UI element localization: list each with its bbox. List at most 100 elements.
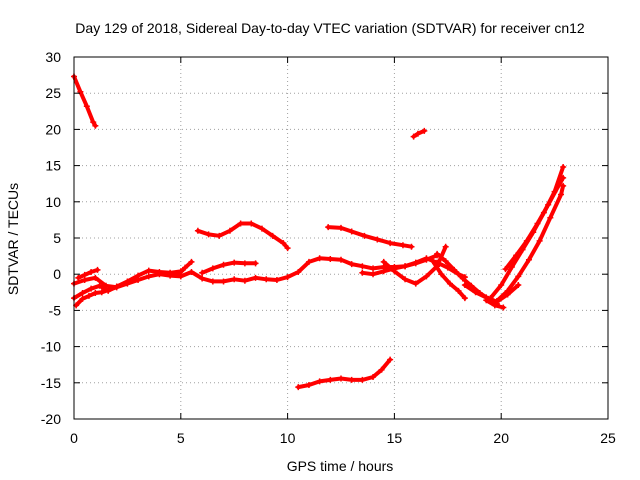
data-point bbox=[305, 381, 312, 388]
chart-title: Day 129 of 2018, Sidereal Day-to-day VTE… bbox=[75, 20, 585, 36]
x-tick-label: 0 bbox=[70, 430, 78, 446]
data-point bbox=[209, 265, 216, 272]
data-point bbox=[338, 256, 344, 263]
data-point bbox=[220, 261, 227, 268]
data-point bbox=[502, 266, 509, 273]
data-point bbox=[327, 376, 334, 383]
data-point bbox=[338, 224, 344, 231]
data-point bbox=[199, 275, 206, 282]
data-point bbox=[348, 228, 355, 235]
data-point bbox=[241, 277, 248, 284]
data-point bbox=[380, 268, 387, 275]
data-point bbox=[408, 243, 415, 250]
data-point bbox=[451, 266, 458, 273]
data-point bbox=[182, 264, 189, 271]
data-point bbox=[442, 258, 449, 265]
data-point bbox=[338, 375, 344, 382]
data-point bbox=[459, 275, 466, 282]
x-axis-label: GPS time / hours bbox=[287, 458, 394, 474]
data-point bbox=[248, 220, 255, 227]
data-point bbox=[252, 260, 259, 267]
y-tick-label: -10 bbox=[41, 339, 61, 355]
data-point bbox=[81, 271, 88, 278]
data-point bbox=[175, 271, 182, 278]
data-point bbox=[545, 201, 552, 208]
data-point bbox=[83, 103, 90, 110]
data-point bbox=[508, 263, 515, 270]
data-point bbox=[85, 292, 92, 299]
data-point bbox=[94, 266, 101, 273]
data-point bbox=[555, 182, 562, 189]
data-point bbox=[370, 265, 377, 272]
data-point bbox=[348, 376, 355, 383]
data-point bbox=[391, 268, 398, 275]
data-point bbox=[412, 280, 419, 287]
data-point bbox=[79, 295, 86, 302]
data-point bbox=[412, 259, 419, 266]
data-point bbox=[145, 273, 152, 280]
x-tick-label: 10 bbox=[280, 430, 296, 446]
series-arc-main-4 bbox=[76, 267, 100, 280]
data-point bbox=[472, 289, 479, 296]
data-point bbox=[167, 269, 174, 276]
data-point bbox=[124, 278, 131, 285]
data-point bbox=[156, 269, 163, 276]
data-point bbox=[237, 220, 244, 227]
x-tick-label: 15 bbox=[387, 430, 403, 446]
data-point bbox=[88, 285, 95, 292]
data-point bbox=[378, 366, 385, 373]
data-point bbox=[536, 237, 543, 244]
data-point bbox=[534, 220, 541, 227]
data-point bbox=[423, 255, 430, 262]
y-tick-label: 15 bbox=[45, 158, 61, 174]
data-point bbox=[295, 384, 302, 391]
data-point bbox=[380, 258, 387, 265]
data-point bbox=[258, 225, 265, 232]
data-point bbox=[135, 272, 142, 279]
data-point bbox=[327, 255, 334, 262]
y-tick-label: 10 bbox=[45, 194, 61, 210]
data-point bbox=[547, 214, 554, 221]
y-tick-label: 5 bbox=[53, 230, 61, 246]
data-point bbox=[483, 297, 490, 304]
data-point bbox=[188, 258, 195, 265]
data-point bbox=[402, 263, 409, 270]
data-point bbox=[105, 287, 112, 294]
data-point bbox=[359, 376, 366, 383]
series-arc-mid-a bbox=[195, 221, 290, 251]
data-point bbox=[252, 274, 259, 281]
data-point bbox=[226, 227, 233, 234]
data-point bbox=[263, 276, 270, 283]
series-arc-early-high bbox=[72, 74, 98, 128]
data-point bbox=[374, 236, 381, 243]
data-point bbox=[113, 284, 120, 291]
y-tick-label: -15 bbox=[41, 375, 61, 391]
data-point bbox=[79, 290, 86, 297]
data-point bbox=[387, 240, 394, 247]
data-point bbox=[96, 282, 103, 289]
data-point bbox=[145, 267, 152, 274]
data-point bbox=[442, 243, 449, 250]
data-point bbox=[316, 255, 323, 262]
data-point bbox=[560, 174, 567, 181]
data-point bbox=[92, 290, 99, 297]
data-point bbox=[92, 274, 99, 281]
data-point bbox=[523, 237, 530, 244]
data-point bbox=[359, 269, 366, 276]
series-arc-night-4 bbox=[462, 283, 521, 304]
data-point bbox=[370, 374, 377, 381]
data-point bbox=[558, 191, 565, 198]
data-point bbox=[434, 250, 441, 257]
data-point bbox=[231, 276, 238, 283]
data-point bbox=[515, 273, 522, 280]
data-point bbox=[560, 164, 567, 171]
data-point bbox=[491, 302, 498, 309]
data-point bbox=[216, 232, 223, 239]
data-point bbox=[410, 133, 417, 140]
data-point bbox=[98, 289, 105, 296]
axis-ticks bbox=[73, 56, 609, 420]
data-point bbox=[241, 260, 248, 267]
data-point bbox=[504, 291, 511, 298]
data-series bbox=[71, 73, 567, 391]
data-point bbox=[269, 232, 276, 239]
